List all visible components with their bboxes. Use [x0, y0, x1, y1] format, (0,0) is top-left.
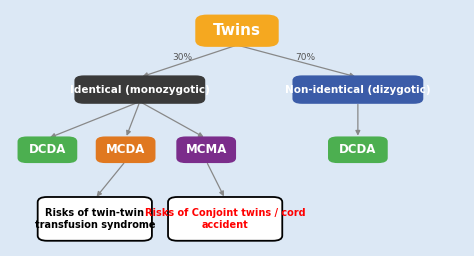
Text: 30%: 30%	[173, 53, 192, 62]
FancyBboxPatch shape	[292, 75, 423, 104]
FancyBboxPatch shape	[38, 197, 152, 241]
Text: Risks of Conjoint twins / cord
accident: Risks of Conjoint twins / cord accident	[145, 208, 305, 230]
Text: MCMA: MCMA	[185, 143, 227, 156]
Text: Non-identical (dizygotic): Non-identical (dizygotic)	[285, 84, 431, 95]
Text: 70%: 70%	[296, 53, 316, 62]
FancyBboxPatch shape	[18, 136, 77, 163]
FancyBboxPatch shape	[96, 136, 155, 163]
Text: MCDA: MCDA	[106, 143, 146, 156]
FancyBboxPatch shape	[176, 136, 236, 163]
Text: Twins: Twins	[213, 23, 261, 38]
FancyBboxPatch shape	[74, 75, 205, 104]
FancyBboxPatch shape	[168, 197, 282, 241]
Text: DCDA: DCDA	[29, 143, 66, 156]
Text: Risks of twin-twin
transfusion syndrome: Risks of twin-twin transfusion syndrome	[35, 208, 155, 230]
Text: Identical (monozygotic): Identical (monozygotic)	[70, 84, 210, 95]
FancyBboxPatch shape	[195, 15, 279, 47]
Text: DCDA: DCDA	[339, 143, 376, 156]
FancyBboxPatch shape	[328, 136, 388, 163]
